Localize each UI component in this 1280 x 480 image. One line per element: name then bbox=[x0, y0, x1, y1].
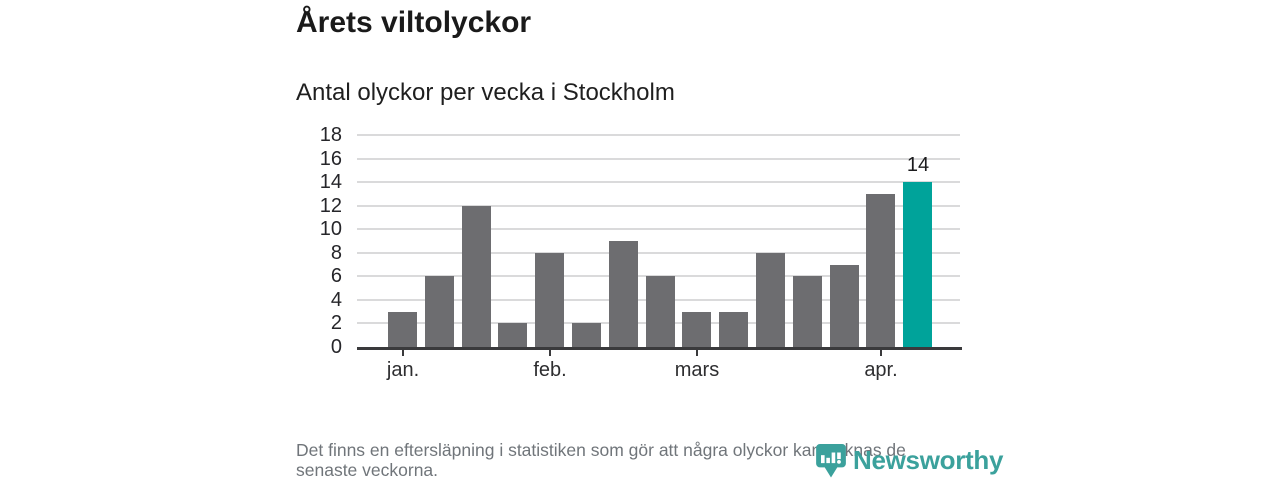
gridline bbox=[357, 134, 960, 136]
bar-week-3 bbox=[462, 206, 491, 347]
y-axis-label: 16 bbox=[319, 147, 342, 170]
newsworthy-logo-text: Newsworthy bbox=[853, 445, 1004, 475]
gridline bbox=[357, 181, 960, 184]
bar-week-6 bbox=[572, 323, 601, 347]
gridline bbox=[357, 204, 960, 207]
x-axis-tick bbox=[549, 350, 551, 356]
newsworthy-marker-icon bbox=[816, 444, 846, 478]
bar-week-12 bbox=[793, 276, 822, 347]
y-axis-label: 2 bbox=[330, 312, 342, 335]
y-axis-label: 10 bbox=[319, 218, 342, 241]
x-axis-tick bbox=[880, 350, 882, 356]
x-axis-label: apr. bbox=[864, 359, 898, 381]
bar-week-10 bbox=[719, 312, 748, 347]
y-axis-label: 14 bbox=[319, 171, 342, 194]
y-axis-label: 18 bbox=[319, 124, 342, 146]
y-axis-label: 6 bbox=[330, 265, 342, 288]
page-subtitle: Antal olyckor per vecka i Stockholm bbox=[296, 79, 675, 106]
bar-week-5 bbox=[535, 253, 564, 347]
x-axis-label: feb. bbox=[533, 359, 567, 381]
x-axis-label: mars bbox=[674, 359, 720, 381]
page-title: Årets viltolyckor bbox=[296, 6, 532, 39]
bar-week-11 bbox=[756, 253, 785, 347]
bar-week-8 bbox=[646, 276, 675, 347]
bar-week-2 bbox=[425, 276, 454, 347]
bar-value-label: 14 bbox=[906, 154, 930, 177]
y-axis-label: 8 bbox=[330, 241, 342, 264]
bar-week-9 bbox=[682, 312, 711, 347]
footnote: Det finns en eftersläpning i statistiken… bbox=[296, 440, 906, 480]
gridline bbox=[357, 228, 960, 231]
gridline bbox=[357, 157, 960, 160]
y-axis-label: 4 bbox=[330, 288, 342, 311]
x-axis-label: jan. bbox=[386, 359, 420, 381]
x-axis-tick bbox=[402, 350, 404, 356]
gridline bbox=[357, 251, 960, 254]
x-axis-line bbox=[357, 347, 962, 350]
bar-week-15 bbox=[903, 182, 932, 347]
bar-week-14 bbox=[866, 194, 895, 347]
bar-week-13 bbox=[830, 265, 859, 347]
x-axis-tick bbox=[696, 350, 698, 356]
y-axis-label: 0 bbox=[330, 336, 342, 358]
newsworthy-logo: Newsworthy bbox=[816, 444, 1003, 478]
y-axis-label: 12 bbox=[319, 194, 342, 217]
bar-week-1 bbox=[388, 312, 417, 347]
bar-week-7 bbox=[609, 241, 638, 347]
bar-week-4 bbox=[498, 323, 527, 347]
